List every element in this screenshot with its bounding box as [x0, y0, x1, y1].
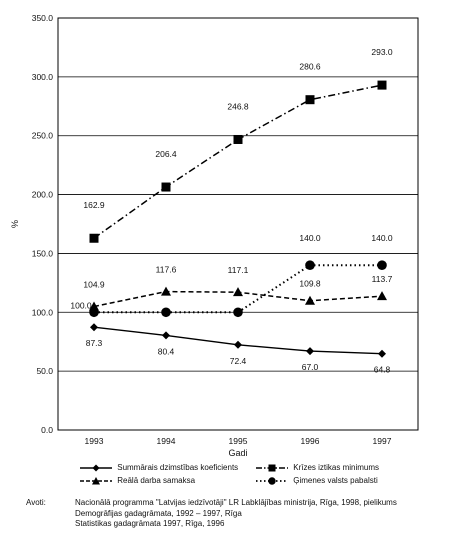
legend-label-fertility: Summārais dzimstības koeficients [117, 463, 239, 473]
data-label: 113.7 [372, 274, 393, 284]
x-tick-label: 1995 [229, 436, 248, 446]
x-tick-label: 1997 [373, 436, 392, 446]
line-chart: 0.0 50.0 100.0 150.0 200.0 250.0 300.0 350.0 19… [10, 13, 419, 458]
y-tick-label: 50.0 [36, 366, 53, 376]
x-tick-label: 1996 [301, 436, 320, 446]
data-point [306, 347, 314, 356]
y-axis-title: % [10, 220, 20, 228]
y-tick-label: 150.0 [32, 248, 54, 258]
legend-item-family-benefit: Ģimenes valsts pabalsti [256, 476, 378, 485]
y-tick-label: 300.0 [32, 72, 54, 82]
x-axis-title: Gadi [228, 448, 247, 458]
legend-label-real-wage: Reālā darba samaksa [117, 476, 196, 486]
legend-label-family-benefit: Ģimenes valsts pabalsti [293, 476, 378, 486]
data-label: 140.0 [299, 233, 321, 243]
legend-item-crisis-minimum: Krīzes iztikas minimums [256, 463, 379, 472]
source-line: Statistikas gadagrāmata 1997, Rīga, 1996 [75, 519, 225, 528]
data-point [161, 182, 171, 192]
data-label: 109.8 [299, 279, 321, 289]
data-point [233, 307, 243, 318]
data-point [305, 95, 315, 105]
y-tick-label: 350.0 [32, 13, 54, 23]
data-point [161, 307, 171, 318]
data-point [377, 291, 387, 301]
source-line: Demogrāfijas gadagrāmata, 1992 – 1997, R… [75, 508, 242, 518]
legend-label-crisis-minimum: Krīzes iztikas minimums [293, 463, 380, 473]
source-line: Nacionālā programma "Latvijas iedzīvotāj… [75, 498, 397, 507]
data-label: 72.4 [230, 356, 247, 366]
data-label: 162.9 [83, 200, 105, 210]
data-label: 87.3 [86, 338, 103, 348]
y-tick-label: 200.0 [32, 190, 54, 200]
data-label: 246.8 [227, 101, 249, 111]
data-point [233, 134, 243, 144]
y-tick-label: 0.0 [41, 425, 53, 435]
data-point [377, 260, 387, 271]
legend-swatch-triangle [80, 476, 112, 485]
x-tick-label: 1993 [85, 436, 104, 446]
x-tick-label: 1994 [157, 436, 176, 446]
legend-swatch-diamond [80, 464, 112, 472]
data-point [162, 331, 170, 340]
data-point [378, 349, 386, 358]
data-label: 293.0 [371, 47, 393, 57]
data-label: 140.0 [371, 233, 393, 243]
legend-swatch-circle [256, 477, 288, 485]
data-point [89, 307, 99, 318]
plot-area [57, 17, 419, 431]
data-label: 100.0 [70, 300, 92, 310]
legend-item-fertility: Summārais dzimstības koeficients [80, 463, 238, 472]
data-label: 67.0 [302, 362, 319, 372]
y-tick-label: 250.0 [32, 131, 54, 141]
data-point [234, 340, 242, 349]
data-label: 117.1 [228, 265, 249, 275]
legend-item-real-wage: Reālā darba samaksa [80, 476, 195, 485]
data-point [89, 233, 99, 243]
data-point [305, 295, 315, 305]
data-label: 64.8 [374, 365, 391, 375]
data-point [305, 260, 315, 271]
data-label: 117.6 [156, 265, 177, 275]
y-tick-label: 100.0 [32, 307, 54, 317]
data-point [161, 286, 171, 296]
data-label: 280.6 [299, 62, 321, 72]
data-point [377, 80, 387, 90]
series-line [93, 326, 383, 355]
legend-swatch-square [256, 464, 288, 472]
data-point [90, 323, 98, 332]
data-point [233, 287, 243, 297]
data-label: 104.9 [83, 280, 105, 290]
sources-label: Avoti: [26, 498, 46, 507]
data-label: 80.4 [158, 346, 175, 356]
data-label: 206.4 [155, 149, 177, 159]
